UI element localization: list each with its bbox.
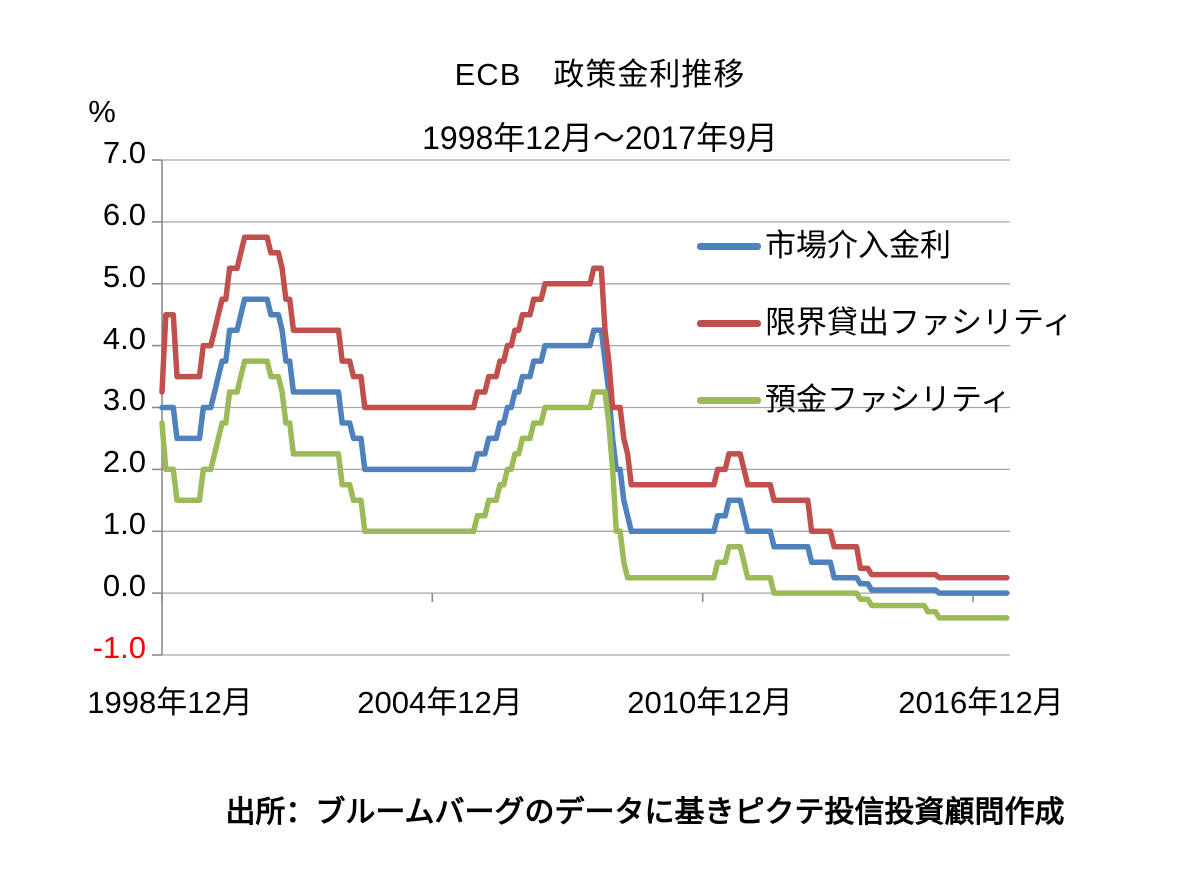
y-axis-unit-label: % — [88, 94, 116, 129]
y-tick-label: 1.0 — [102, 506, 146, 541]
y-tick-label: 5.0 — [102, 259, 146, 294]
legend-item: 市場介入金利 — [697, 226, 951, 266]
chart-title: ECB 政策金利推移 — [454, 57, 746, 92]
y-tick-label: 3.0 — [102, 382, 146, 417]
legend-label: 預金ファシリティ — [765, 382, 1012, 417]
y-tick-label-neg: -1.0 — [92, 630, 146, 665]
legend-color-swatch — [697, 242, 761, 250]
x-tick-label: 1998年12月 — [87, 685, 253, 720]
legend-item: 預金ファシリティ — [697, 380, 1011, 420]
x-tick-label: 2010年12月 — [627, 685, 793, 720]
source-note: 出所：ブルームバーグのデータに基きピクテ投信投資顧問作成 — [225, 796, 1065, 829]
y-tick-label: 7.0 — [102, 135, 146, 170]
y-tick-label: 4.0 — [102, 321, 146, 356]
legend-item: 限界貸出ファシリティ — [697, 303, 1073, 343]
legend-label: 市場介入金利 — [765, 228, 951, 263]
chart-subtitle: 1998年12月～2017年9月 — [422, 120, 778, 156]
y-tick-label: 6.0 — [102, 197, 146, 232]
x-tick-label: 2016年12月 — [898, 685, 1064, 720]
legend-label: 限界貸出ファシリティ — [765, 305, 1074, 340]
legend-color-swatch — [697, 396, 761, 404]
x-tick-label: 2004年12月 — [357, 685, 523, 720]
y-tick-label: 0.0 — [102, 568, 146, 603]
y-tick-label: 2.0 — [102, 444, 146, 479]
legend-color-swatch — [697, 319, 761, 327]
